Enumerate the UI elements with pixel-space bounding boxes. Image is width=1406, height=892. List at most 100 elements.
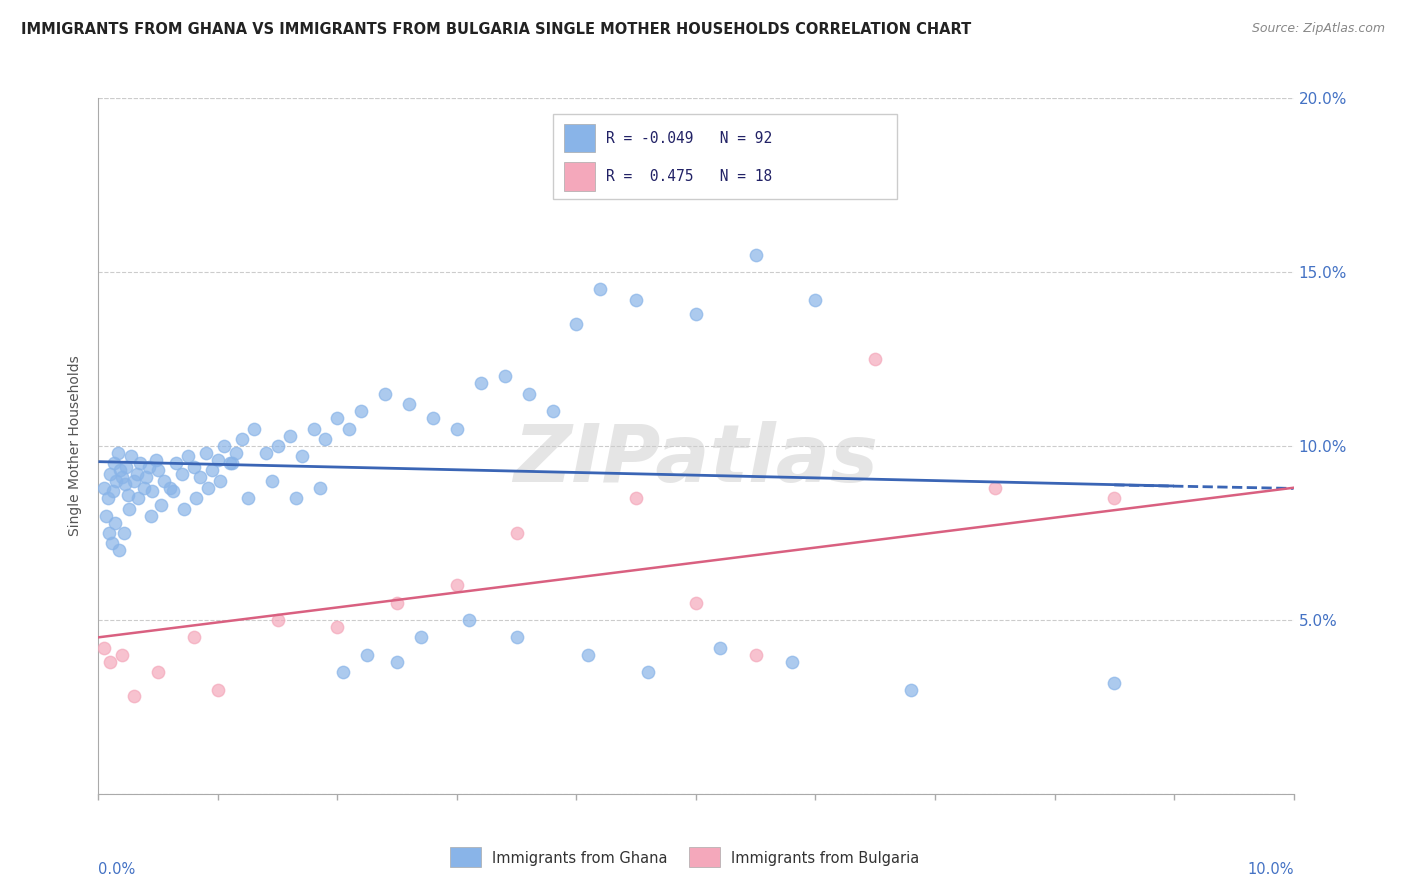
Point [101, 484, 124, 499]
Point [326, 620, 349, 634]
Point [1104, 491, 1126, 505]
Point [332, 665, 354, 680]
Point [494, 369, 516, 384]
Point [267, 613, 290, 627]
Point [107, 543, 129, 558]
Point [637, 665, 659, 680]
Point [112, 525, 135, 540]
Point [183, 459, 205, 474]
Point [308, 481, 330, 495]
Point [865, 351, 887, 366]
Point [93, 481, 115, 495]
Point [172, 467, 194, 481]
Point [135, 470, 157, 484]
Point [315, 432, 337, 446]
Point [458, 613, 481, 627]
Point [231, 432, 253, 446]
Point [148, 463, 170, 477]
Point [125, 467, 148, 481]
Point [108, 463, 131, 477]
Point [291, 450, 314, 464]
Point [201, 463, 224, 477]
Point [107, 446, 129, 460]
Point [745, 247, 768, 262]
Point [578, 648, 600, 662]
Point [243, 421, 266, 435]
Point [589, 282, 612, 296]
Point [132, 481, 155, 495]
Point [115, 459, 138, 474]
Point [98, 525, 121, 540]
Y-axis label: Single Mother Households: Single Mother Households [69, 356, 83, 536]
Point [93, 640, 115, 655]
Point [138, 459, 160, 474]
Point [260, 474, 283, 488]
Point [149, 498, 172, 512]
Point [804, 293, 827, 307]
Point [117, 488, 139, 502]
Point [188, 470, 211, 484]
Point [120, 450, 142, 464]
Point [173, 501, 195, 516]
Point [153, 474, 176, 488]
Point [104, 516, 127, 530]
Point [124, 690, 146, 704]
Point [118, 501, 141, 516]
Point [626, 491, 648, 505]
Point [148, 665, 170, 680]
Point [159, 481, 181, 495]
Point [422, 411, 444, 425]
Point [221, 456, 243, 471]
Point [284, 491, 307, 505]
Point [900, 682, 922, 697]
Point [267, 439, 290, 453]
Point [197, 481, 219, 495]
Point [398, 397, 420, 411]
Point [685, 596, 707, 610]
Point [105, 474, 128, 488]
Point [209, 474, 232, 488]
Point [212, 439, 235, 453]
Point [356, 648, 378, 662]
Point [385, 596, 409, 610]
Point [685, 307, 707, 321]
Point [103, 456, 125, 471]
Point [98, 655, 122, 669]
Point [470, 376, 492, 391]
Point [565, 317, 588, 331]
Point [94, 508, 117, 523]
Point [745, 648, 768, 662]
Point [97, 491, 120, 505]
Text: Immigrants from Ghana: Immigrants from Ghana [492, 851, 668, 865]
Point [100, 536, 122, 550]
Text: 10.0%: 10.0% [1247, 863, 1294, 877]
Point [446, 421, 468, 435]
Point [326, 411, 349, 425]
Text: 0.0%: 0.0% [98, 863, 135, 877]
Point [183, 630, 205, 644]
Point [236, 491, 259, 505]
Point [411, 630, 433, 644]
Point [207, 682, 229, 697]
Point [626, 293, 648, 307]
Point [385, 655, 409, 669]
Text: R =  0.475   N = 18: R = 0.475 N = 18 [606, 169, 772, 184]
Text: R = -0.049   N = 92: R = -0.049 N = 92 [606, 130, 772, 145]
Point [517, 386, 540, 401]
Point [780, 655, 803, 669]
Point [207, 453, 229, 467]
Point [302, 421, 325, 435]
Point [350, 404, 373, 418]
Point [506, 525, 529, 540]
Point [339, 421, 361, 435]
Point [141, 484, 163, 499]
Point [145, 453, 167, 467]
Point [177, 450, 200, 464]
Text: IMMIGRANTS FROM GHANA VS IMMIGRANTS FROM BULGARIA SINGLE MOTHER HOUSEHOLDS CORRE: IMMIGRANTS FROM GHANA VS IMMIGRANTS FROM… [21, 22, 972, 37]
Point [124, 474, 146, 488]
Text: Immigrants from Bulgaria: Immigrants from Bulgaria [731, 851, 920, 865]
Point [139, 508, 162, 523]
Text: Source: ZipAtlas.com: Source: ZipAtlas.com [1251, 22, 1385, 36]
Point [111, 470, 134, 484]
Point [98, 467, 122, 481]
